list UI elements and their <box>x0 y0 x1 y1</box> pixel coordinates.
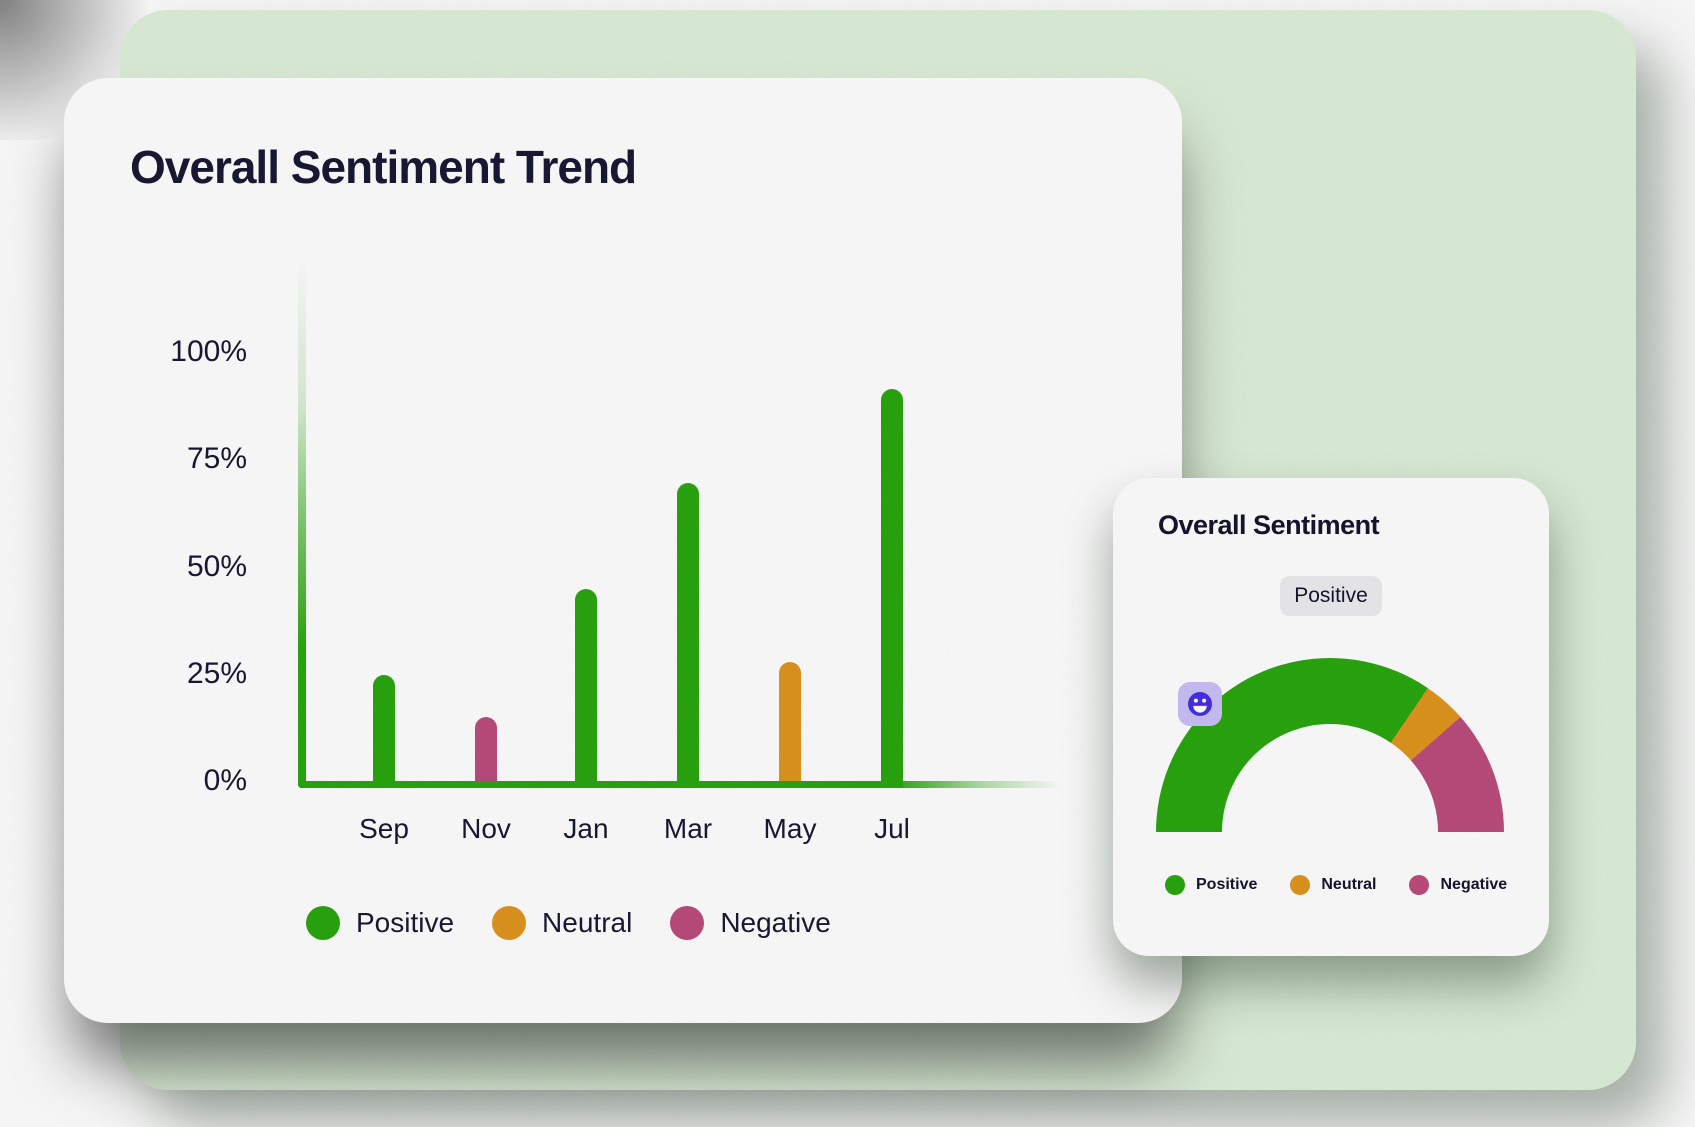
bar-may[interactable] <box>779 661 801 788</box>
y-tick-100: 100% <box>170 335 247 368</box>
neutral-dot-icon <box>1290 875 1311 895</box>
legend-label: Negative <box>720 907 831 938</box>
x-tick-may: May <box>763 813 817 844</box>
legend-label: Neutral <box>1321 876 1377 893</box>
trend-card-title: Overall Sentiment Trend <box>130 141 637 193</box>
y-tick-50: 50% <box>186 549 247 583</box>
legend-item-positive[interactable]: Positive <box>306 906 454 940</box>
gauge-card-title: Overall Sentiment <box>1158 510 1380 540</box>
x-tick-jul: Jul <box>874 813 910 844</box>
y-axis <box>298 258 306 788</box>
legend-label: Positive <box>356 907 455 938</box>
x-axis <box>298 781 1060 788</box>
x-tick-jan: Jan <box>563 813 609 844</box>
y-tick-75: 75% <box>186 442 247 476</box>
legend-item-neutral[interactable]: Neutral <box>1290 875 1376 895</box>
legend-label: Negative <box>1440 876 1508 893</box>
y-tick-25: 25% <box>186 656 247 690</box>
positive-dot-icon <box>1165 875 1185 895</box>
bar-mar[interactable] <box>677 482 699 788</box>
smiley-face-icon <box>1178 682 1222 726</box>
bar-jan[interactable] <box>575 589 597 788</box>
sentiment-badge: Positive <box>1280 576 1382 616</box>
positive-dot-icon <box>306 906 340 940</box>
negative-dot-icon <box>670 906 705 940</box>
neutral-dot-icon <box>492 906 527 940</box>
negative-dot-icon <box>1409 875 1430 895</box>
legend-item-negative[interactable]: Negative <box>1409 875 1507 895</box>
x-tick-mar: Mar <box>663 813 713 844</box>
x-tick-sep: Sep <box>359 813 409 844</box>
sentiment-trend-card: Overall Sentiment Trend 100% 75% 50% 25% 0% … <box>64 78 1182 1023</box>
trend-legend: Positive Neutral Negative <box>306 906 831 940</box>
legend-item-positive[interactable]: Positive <box>1165 875 1257 895</box>
bar-jul[interactable] <box>881 389 903 788</box>
overall-sentiment-card: Overall Sentiment Positive Positive Neutr… <box>1113 478 1549 956</box>
bar-sep[interactable] <box>373 674 395 788</box>
y-tick-0: 0% <box>203 764 247 797</box>
sentiment-badge-label: Positive <box>1294 584 1368 607</box>
gauge-legend: Positive Neutral Negative <box>1165 875 1507 895</box>
legend-label: Neutral <box>542 907 633 938</box>
bar-nov[interactable] <box>475 717 497 788</box>
legend-item-negative[interactable]: Negative <box>670 906 831 940</box>
legend-item-neutral[interactable]: Neutral <box>492 906 632 940</box>
legend-label: Positive <box>1196 876 1258 893</box>
x-tick-nov: Nov <box>461 813 511 844</box>
